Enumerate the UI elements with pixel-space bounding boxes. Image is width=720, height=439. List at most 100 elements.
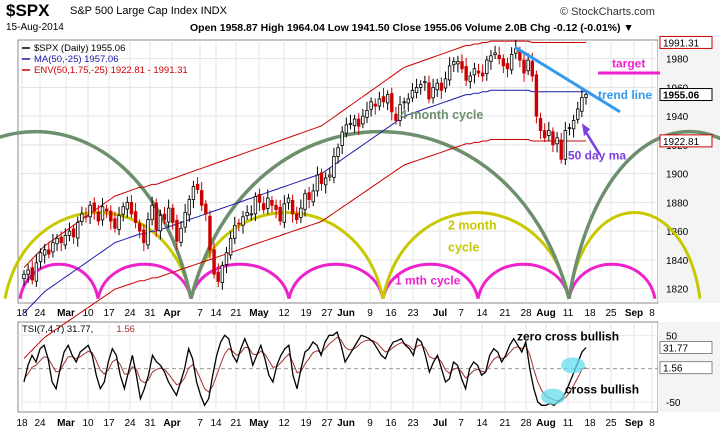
candle-body [59,236,63,244]
candle-body [394,113,398,121]
candle-body [493,52,497,56]
price-tag-label: 1991.31 [663,38,700,49]
x-tick-label-top: Jun [337,308,355,319]
candle-body [142,229,146,244]
candle-body [270,199,274,206]
candle-body [315,174,320,192]
tsi-y-tick: -50 [666,398,681,409]
x-tick-label-bottom: Apr [163,418,180,429]
price-y-tick: 1840 [666,256,689,267]
candle-body [357,118,361,127]
tsi-tag-label: 1.56 [663,364,683,375]
envelope-upper-line [23,40,587,269]
x-tick-label-bottom: 11 [563,418,574,429]
candle-body [547,130,551,136]
candle-body [538,118,543,131]
x-tick-label-bottom: 28 [520,418,532,429]
four-month-cycle-arc [567,130,720,299]
price-panel [17,39,659,304]
envelope-lower-line [23,139,587,359]
price-tag [659,134,713,148]
price-y-tick: 1860 [666,227,689,238]
x-tick-label-top: Apr [163,308,180,319]
x-tick-label-bottom: 17 [103,418,115,429]
candle-body [224,252,229,265]
tsi-tag [659,361,713,375]
candle-body [509,53,514,71]
candle-body [480,72,485,77]
candle-body [460,61,464,70]
candle-body [551,131,555,146]
symbol-label: $SPX [6,1,50,20]
candle-body [402,101,406,104]
x-tick-label-bottom: Jun [337,418,355,429]
x-tick-label-top: Jul [433,308,448,319]
candle-body [154,202,158,231]
four-month-cycle-arc [189,130,571,300]
candle-body [361,115,365,125]
x-tick-label-bottom: 18 [584,418,596,429]
x-tick-label-bottom: 25 [605,418,617,429]
ma-arrow-shaft [583,129,602,156]
candle-body [92,202,96,212]
one-month-cycle-arc [287,262,385,300]
candle-body [150,204,154,221]
candle-body [563,130,568,160]
signal-cross-highlight [541,388,565,405]
candle-body [47,249,51,255]
candle-body [233,224,237,239]
x-tick-label-bottom: 7 [197,418,203,429]
ma-annotation-label: 50 day ma [568,148,626,162]
candle-body [534,74,539,117]
candle-body [447,65,452,81]
ma-line [23,89,586,314]
ma-arrow-head [582,123,590,137]
candle-body [295,213,299,221]
x-tick-label-top: 19 [300,308,312,319]
candle-body [22,273,26,279]
price-tag [659,35,713,49]
candle-body [183,212,187,228]
two-month-cycle-label: 2 month [448,219,497,233]
candle-body [311,190,315,203]
candle-body [431,87,435,99]
x-tick-label-top: 17 [103,308,115,319]
candle-body [220,265,225,283]
price-tag-label: 1922.81 [663,137,700,148]
candle-body [30,267,34,281]
candle-body [55,237,59,245]
candle-body [385,94,390,104]
candle-body [158,214,163,232]
candle-body [216,271,220,282]
candle-body [555,137,559,145]
x-tick-label-bottom: May [249,418,269,429]
candle-body [332,156,336,178]
candle-body [257,193,262,203]
x-tick-label-bottom: 19 [300,418,312,429]
candle-body [204,203,208,215]
candle-body [113,218,117,229]
candle-body [84,215,88,218]
candle-body [241,216,245,226]
x-tick-label-bottom: Aug [536,418,555,429]
candle-body [162,213,167,221]
trend-line [514,45,621,114]
candle-body [410,89,415,99]
candle-body [199,190,204,206]
price-y-tick: 1880 [666,198,689,209]
index-name: S&P 500 Large Cap Index INDX [70,5,227,17]
x-tick-label-bottom: Sep [625,418,643,429]
candle-body [456,61,460,65]
candle-body [290,199,295,215]
candle-body [414,87,419,94]
candle-body [76,222,80,239]
x-tick-label-top: 31 [144,308,156,319]
x-tick-label-top: 9 [367,308,373,319]
candle-body [303,193,307,210]
candle-body [129,201,134,215]
one-month-cycle-arc [476,262,571,300]
one-month-cycle-arc [18,262,100,299]
candle-body [146,219,150,246]
x-tick-label-top: 7 [458,308,464,319]
